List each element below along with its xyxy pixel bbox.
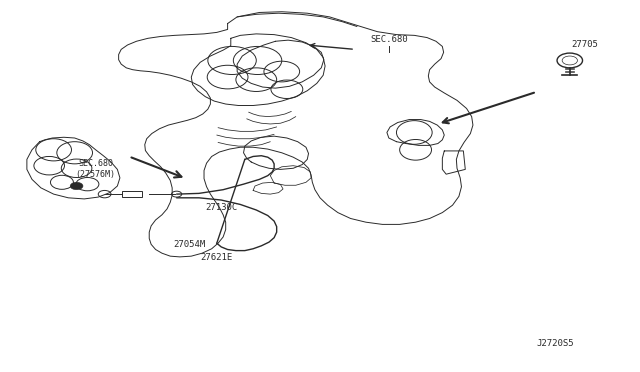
Text: (27576M): (27576M)	[76, 170, 116, 179]
Circle shape	[70, 182, 83, 190]
Text: 27130C: 27130C	[205, 203, 237, 212]
Text: 27705: 27705	[572, 41, 598, 49]
Text: SEC.680: SEC.680	[370, 35, 408, 44]
Text: SEC.680: SEC.680	[78, 159, 113, 168]
Text: J2720S5: J2720S5	[536, 339, 573, 348]
Bar	[122, 191, 141, 198]
Text: 27621E: 27621E	[201, 253, 233, 262]
Text: 27054M: 27054M	[173, 240, 205, 249]
